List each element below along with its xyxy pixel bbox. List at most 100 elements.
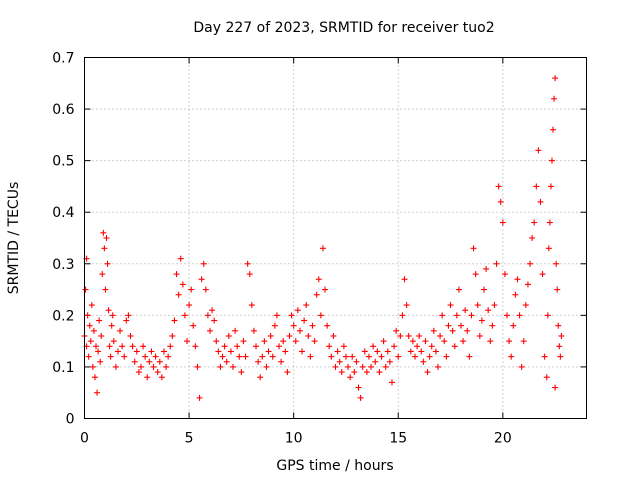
data-point xyxy=(215,348,222,355)
data-point xyxy=(453,312,460,319)
data-point xyxy=(411,353,418,360)
data-point xyxy=(439,312,446,319)
data-point xyxy=(334,348,341,355)
data-point xyxy=(307,353,314,360)
data-point xyxy=(326,343,333,350)
data-point xyxy=(434,363,441,370)
data-point xyxy=(276,343,283,350)
data-point xyxy=(91,374,98,381)
data-point xyxy=(99,271,106,278)
data-point xyxy=(393,327,400,334)
data-point xyxy=(401,276,408,283)
data-point xyxy=(211,317,218,324)
data-point xyxy=(284,369,291,376)
data-point xyxy=(489,322,496,329)
data-point xyxy=(238,369,245,376)
data-point xyxy=(112,363,119,370)
data-point xyxy=(556,343,563,350)
data-point xyxy=(550,126,557,133)
data-point xyxy=(102,286,109,293)
data-point xyxy=(416,332,423,339)
data-point xyxy=(257,374,264,381)
data-point xyxy=(225,332,232,339)
data-point xyxy=(88,302,95,309)
data-point xyxy=(483,265,490,272)
data-point xyxy=(342,353,349,360)
data-point xyxy=(165,353,172,360)
data-point xyxy=(445,322,452,329)
data-point xyxy=(305,332,312,339)
data-point xyxy=(125,312,132,319)
data-point xyxy=(399,312,406,319)
data-point xyxy=(108,322,115,329)
data-point xyxy=(315,276,322,283)
chart-title: Day 227 of 2023, SRMTID for receiver tuo… xyxy=(193,20,494,36)
data-point xyxy=(219,353,226,360)
data-point xyxy=(117,327,124,334)
data-point xyxy=(194,363,201,370)
data-point xyxy=(349,353,356,360)
data-point xyxy=(460,338,467,345)
data-point xyxy=(309,322,316,329)
data-point xyxy=(181,312,188,319)
data-point xyxy=(100,229,107,236)
data-point xyxy=(94,389,101,396)
grid-lines xyxy=(84,57,587,419)
data-point xyxy=(529,235,536,241)
data-point xyxy=(464,327,471,334)
y-tick-label: 0.4 xyxy=(52,205,74,221)
y-tick-label: 0.5 xyxy=(52,154,74,170)
data-point xyxy=(121,353,128,360)
data-point xyxy=(171,317,178,324)
data-point xyxy=(522,302,529,309)
data-point xyxy=(207,327,213,334)
data-point xyxy=(255,358,262,365)
data-point xyxy=(154,369,161,376)
data-point xyxy=(380,338,387,345)
data-point xyxy=(527,260,534,267)
data-point xyxy=(441,338,448,345)
data-point xyxy=(271,322,278,329)
data-point xyxy=(405,332,412,339)
data-point xyxy=(351,369,358,376)
data-point xyxy=(87,338,94,345)
data-point xyxy=(336,358,343,365)
data-point xyxy=(265,348,272,355)
data-point xyxy=(267,332,274,339)
data-point xyxy=(395,353,402,360)
data-point xyxy=(493,260,500,267)
data-point xyxy=(476,332,483,339)
data-point xyxy=(85,353,92,360)
data-point xyxy=(303,302,310,309)
data-point xyxy=(123,317,130,324)
data-point xyxy=(97,358,104,365)
data-point xyxy=(437,332,444,339)
data-point xyxy=(223,358,230,365)
data-point xyxy=(481,286,488,293)
y-tick-label: 0.2 xyxy=(52,308,74,324)
data-point xyxy=(175,291,182,298)
data-points xyxy=(81,75,565,401)
data-point xyxy=(142,353,149,360)
data-point xyxy=(190,322,197,329)
data-point xyxy=(474,302,481,309)
y-tick-label: 0.7 xyxy=(52,51,74,67)
data-point xyxy=(328,353,335,360)
data-point xyxy=(466,353,473,360)
data-point xyxy=(261,338,268,345)
data-point xyxy=(531,219,538,226)
data-point xyxy=(397,332,404,339)
data-point xyxy=(152,353,159,360)
data-point xyxy=(332,363,339,370)
data-point xyxy=(426,353,433,360)
data-point xyxy=(506,338,513,345)
data-point xyxy=(516,312,523,319)
y-tick-label: 0.3 xyxy=(52,257,74,273)
data-point xyxy=(179,281,186,288)
y-tick-label: 0 xyxy=(66,412,75,428)
data-point xyxy=(386,358,393,365)
data-point xyxy=(177,255,184,262)
data-point xyxy=(244,260,251,267)
data-point xyxy=(250,327,257,334)
